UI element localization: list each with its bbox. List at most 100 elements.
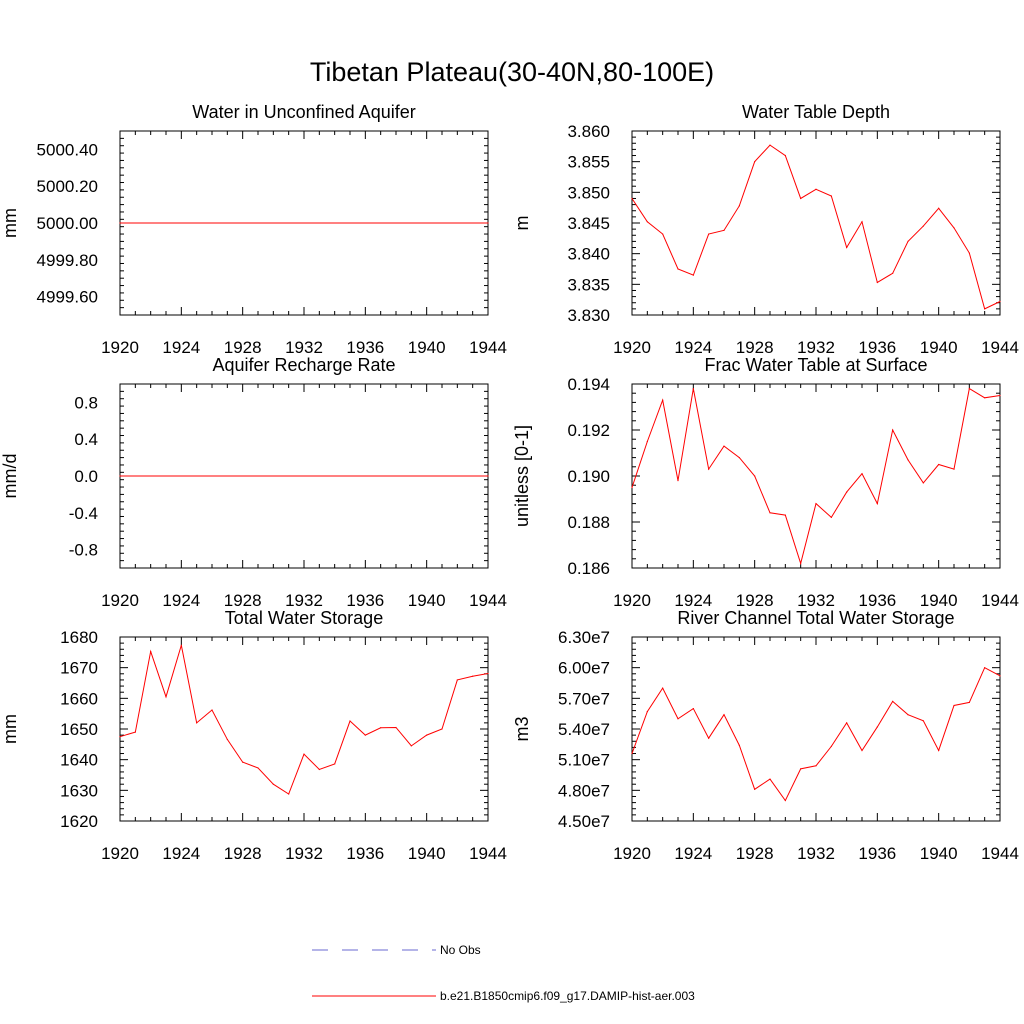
- y-tick-label: 6.00e7: [558, 659, 610, 678]
- chart-panel-2: 1920 1924 1928 1932 1936 1940 1944 3.830 3.835 3.…: [512, 102, 1019, 357]
- y-tick-label: 5000.40: [37, 140, 98, 159]
- panel-title: Water in Unconfined Aquifer: [192, 102, 415, 122]
- data-point: [257, 767, 259, 769]
- y-tick-label: 3.845: [567, 214, 610, 233]
- panel-title: Total Water Storage: [225, 608, 383, 628]
- x-tick-label: 1928: [736, 844, 774, 863]
- data-point: [968, 701, 970, 704]
- x-tick-label: 1940: [920, 844, 958, 863]
- x-tick-label: 1936: [346, 844, 384, 863]
- y-tick-label: 3.860: [567, 122, 610, 141]
- data-point: [968, 388, 970, 390]
- data-point: [119, 222, 121, 224]
- y-tick-label: 1650: [60, 720, 98, 739]
- data-point: [380, 727, 382, 729]
- data-point: [984, 667, 986, 669]
- data-point: [830, 745, 832, 747]
- y-tick-label: 5.40e7: [558, 720, 610, 739]
- x-tick-label: 1944: [981, 591, 1019, 610]
- x-tick-label: 1920: [101, 338, 139, 357]
- y-tick-label: 1660: [60, 689, 98, 708]
- data-point: [830, 195, 832, 197]
- data-point: [211, 709, 213, 711]
- data-point: [922, 720, 924, 722]
- y-tick-label: 3.830: [567, 306, 610, 325]
- data-point: [754, 161, 756, 163]
- y-tick-label: 3.840: [567, 245, 610, 264]
- chart-panel-6: 1920 1924 1928 1932 1936 1940 1944 4.50e7 4.80e7…: [512, 608, 1019, 863]
- x-tick-label: 1932: [285, 844, 323, 863]
- data-point: [861, 749, 863, 752]
- x-tick-label: 1940: [408, 844, 446, 863]
- data-point: [349, 720, 351, 722]
- data-point: [876, 281, 878, 284]
- y-tick-label: 5000.00: [37, 214, 98, 233]
- chart-panel-5: 1920 1924 1928 1932 1936 1940 1944 1620 1630 1640…: [0, 608, 507, 863]
- data-point: [892, 272, 894, 274]
- x-tick-label: 1944: [469, 591, 507, 610]
- y-tick-label: 5000.20: [37, 177, 98, 196]
- data-point: [662, 687, 664, 689]
- data-point: [677, 480, 679, 482]
- data-point: [242, 761, 244, 763]
- data-point: [631, 752, 633, 755]
- x-tick-label: 1940: [920, 338, 958, 357]
- data-point: [708, 737, 710, 739]
- x-tick-label: 1932: [285, 338, 323, 357]
- data-point: [876, 503, 878, 505]
- x-tick-label: 1936: [858, 591, 896, 610]
- data-point: [784, 154, 786, 157]
- data-point: [692, 707, 694, 710]
- x-tick-label: 1924: [162, 591, 200, 610]
- x-tick-label: 1924: [162, 844, 200, 863]
- data-point: [334, 763, 336, 765]
- x-tick-label: 1944: [469, 338, 507, 357]
- data-point: [426, 734, 428, 736]
- data-point: [754, 788, 756, 790]
- legend: No Obs b.e21.B1850cmip6.f09_g17.DAMIP-hi…: [312, 943, 695, 1003]
- data-point: [953, 227, 955, 229]
- x-tick-label: 1936: [346, 338, 384, 357]
- data-point: [938, 463, 940, 466]
- data-point: [999, 300, 1001, 303]
- data-point: [907, 714, 909, 716]
- y-tick-label: 0.188: [567, 513, 610, 532]
- data-point: [769, 144, 771, 146]
- y-tick-label: 0.190: [567, 467, 610, 486]
- data-point: [815, 188, 817, 190]
- y-tick-label: 1620: [60, 812, 98, 831]
- y-tick-label: 0.192: [567, 421, 610, 440]
- data-point: [846, 491, 848, 493]
- data-point: [938, 749, 940, 752]
- data-point: [999, 675, 1001, 677]
- data-point: [272, 783, 274, 785]
- chart-panel-1: 1920 1924 1928 1932 1936 1940 1944 4999.60 4999.…: [0, 102, 507, 357]
- x-tick-label: 1924: [674, 338, 712, 357]
- data-point: [738, 205, 740, 207]
- x-tick-label: 1928: [224, 338, 262, 357]
- data-point: [968, 252, 970, 254]
- data-point: [738, 744, 740, 746]
- y-axis-label: mm/d: [0, 454, 20, 499]
- x-tick-label: 1932: [797, 591, 835, 610]
- x-tick-label: 1932: [285, 591, 323, 610]
- x-tick-label: 1936: [858, 844, 896, 863]
- data-point: [784, 514, 786, 516]
- data-point: [441, 728, 443, 730]
- data-point: [165, 696, 167, 698]
- data-point: [646, 440, 648, 443]
- y-tick-label: 5.70e7: [558, 689, 610, 708]
- y-tick-label: 5.10e7: [558, 751, 610, 770]
- y-tick-label: 4999.80: [37, 251, 98, 270]
- data-point: [456, 679, 458, 681]
- data-point: [487, 222, 489, 224]
- plot-frame: [631, 383, 1001, 569]
- y-axis-label: mm: [0, 208, 20, 238]
- x-tick-label: 1940: [408, 338, 446, 357]
- data-point: [723, 714, 725, 716]
- data-point: [800, 562, 802, 565]
- data-point: [938, 207, 940, 209]
- data-point: [364, 734, 366, 736]
- data-point: [662, 399, 664, 401]
- data-point: [631, 486, 633, 489]
